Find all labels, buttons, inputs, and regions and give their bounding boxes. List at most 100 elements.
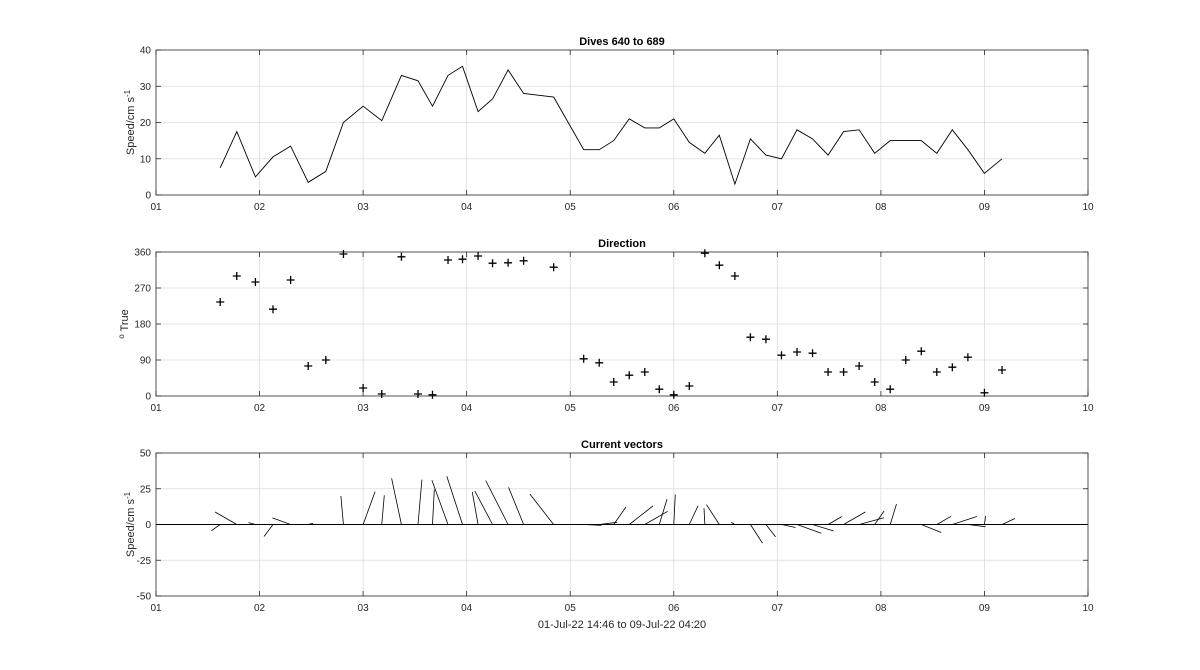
current-vector (874, 510, 885, 525)
y-tick-label: 25 (140, 484, 152, 495)
direction-marker (777, 351, 786, 360)
current-vector (765, 524, 776, 538)
direction-marker (595, 358, 604, 367)
x-tick-label: 10 (1082, 403, 1094, 414)
current-vector (613, 506, 627, 525)
speed-point (780, 158, 782, 160)
x-tick-label: 07 (772, 403, 784, 414)
direction-marker (980, 388, 989, 397)
direction-marker (216, 298, 225, 306)
direction-marker (730, 272, 739, 280)
speed-point (811, 138, 813, 140)
speed-point (289, 145, 291, 147)
direction-marker (413, 390, 422, 398)
current-vector (731, 522, 736, 525)
direction-marker (321, 356, 330, 364)
current-vector (812, 524, 834, 532)
speed-point (272, 156, 274, 158)
speed-point (431, 105, 433, 107)
speed-point (951, 129, 953, 131)
direction-marker (444, 256, 453, 264)
chart-panel-1: 01 02 03 04 05 06 07 08 09 10 0 10 20 30 40 Dives 640 t… (123, 36, 1094, 213)
current-vector (796, 524, 822, 534)
direction-marker (685, 382, 694, 390)
chart-title: Dives 640 to 689 (579, 36, 665, 48)
x-tick-label: 05 (565, 403, 577, 414)
current-vector (827, 516, 842, 525)
speed-point (325, 170, 327, 172)
x-tick-label: 06 (668, 202, 680, 213)
current-vector (381, 495, 385, 525)
current-vector (583, 524, 602, 526)
speed-point (400, 74, 402, 76)
y-axis-label: o True (117, 309, 131, 339)
current-vector (688, 505, 699, 525)
current-vector (214, 511, 237, 525)
direction-marker (932, 368, 941, 376)
x-tick-label: 10 (1082, 202, 1094, 213)
x-tick-label: 08 (875, 603, 887, 614)
y-tick-label: -50 (137, 592, 152, 603)
current-vector (644, 510, 668, 525)
speed-point (461, 65, 463, 67)
speed-point (967, 148, 969, 150)
direction-marker (625, 371, 634, 380)
direction-marker (700, 249, 709, 258)
chart-title: Current vectors (581, 439, 663, 451)
current-vector (432, 489, 435, 525)
current-vector (362, 491, 376, 525)
current-vector (248, 522, 256, 525)
current-vector (529, 493, 554, 525)
y-tick-label: 40 (140, 46, 152, 57)
speed-point (704, 152, 706, 154)
speed-point (765, 154, 767, 156)
x-tick-label: 01 (150, 202, 162, 213)
y-tick-label: 10 (140, 154, 152, 165)
y-axis-label-superscript: o (117, 334, 126, 339)
current-vector (431, 480, 449, 525)
y-tick-label: 90 (140, 356, 152, 367)
x-tick-label: 07 (772, 202, 784, 213)
speed-point (362, 105, 364, 107)
x-tick-label: 02 (254, 603, 266, 614)
x-tick-label: 08 (875, 202, 887, 213)
current-vector (967, 524, 986, 528)
direction-marker (359, 384, 368, 392)
current-vector (471, 492, 479, 525)
direction-marker (839, 368, 848, 376)
current-vector (508, 487, 524, 525)
speed-point (307, 181, 309, 183)
speed-point (254, 176, 256, 178)
current-vector (984, 515, 986, 525)
direction-marker (715, 261, 724, 270)
speed-point (983, 172, 985, 174)
y-tick-label: 360 (134, 248, 151, 259)
y-axis-label-text: Speed/cm s (125, 499, 137, 558)
speed-point (873, 152, 875, 154)
direction-marker (963, 353, 972, 362)
x-tick-label: 04 (461, 403, 473, 414)
x-tick-label: 08 (875, 403, 887, 414)
direction-marker (458, 255, 467, 264)
direction-marker (609, 378, 618, 386)
current-vector (703, 508, 706, 525)
speed-point (447, 74, 449, 76)
speed-point (582, 148, 584, 150)
chart-panel-2: 01 02 03 04 05 06 07 08 09 10 0 90 180 270 360 Directio… (117, 238, 1094, 414)
speed-point (688, 141, 690, 143)
chart-title: Direction (598, 238, 646, 250)
current-vector (474, 490, 493, 525)
current-vector (340, 495, 344, 525)
direction-marker (549, 263, 558, 272)
speed-point (236, 130, 238, 132)
direction-marker (901, 356, 910, 364)
y-axis-label: Speed/cm s-1 (123, 89, 137, 155)
current-vector (921, 524, 942, 533)
direction-marker (428, 390, 437, 399)
x-tick-label: 03 (358, 403, 370, 414)
y-tick-label: 0 (145, 392, 151, 403)
speed-point (644, 127, 646, 129)
y-axis-label: Speed/cm s-1 (123, 491, 137, 557)
current-vector (781, 524, 796, 528)
direction-marker (886, 385, 895, 394)
